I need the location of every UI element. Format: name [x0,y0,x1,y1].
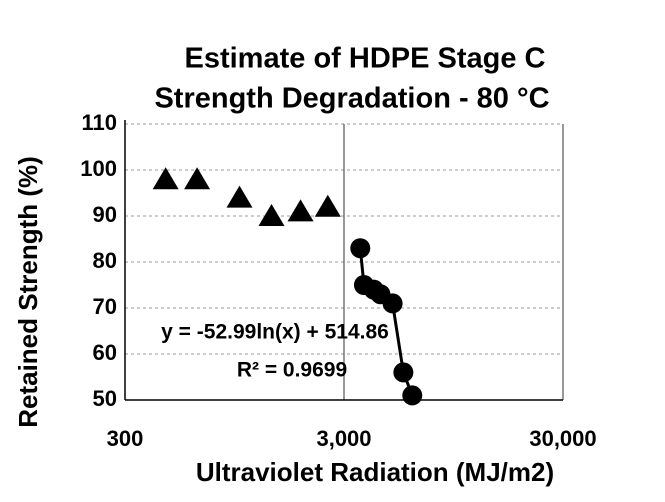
annotation: R² = 0.9699 [237,359,347,382]
x-tick-label: 30,000 [529,426,596,451]
y-tick-label: 80 [93,248,117,273]
y-tick-label: 60 [93,340,117,365]
x-axis-label: Ultraviolet Radiation (MJ/m2) [196,457,554,487]
y-tick-label: 70 [93,294,117,319]
point [402,385,423,406]
x-tick-label: 3,000 [316,426,371,451]
y-tick-label: 110 [82,110,118,135]
annotation: y = -52.99ln(x) + 514.86 [161,321,389,344]
point [258,204,285,226]
y-tick-label: 50 [93,386,117,411]
point [393,362,414,383]
y-axis-label: Retained Strength (%) [13,156,43,428]
point [184,167,211,190]
point [314,194,341,217]
point [382,293,403,314]
y-tick-label: 90 [93,202,117,227]
y-tick-label: 100 [80,156,117,181]
chart-title: Strength Degradation - 80 °C [154,83,549,115]
point [287,199,314,222]
x-tick-label: 300 [107,426,144,451]
point [152,167,179,190]
point [226,185,253,208]
chart-title: Estimate of HDPE Stage C [185,43,546,75]
point [350,238,371,259]
